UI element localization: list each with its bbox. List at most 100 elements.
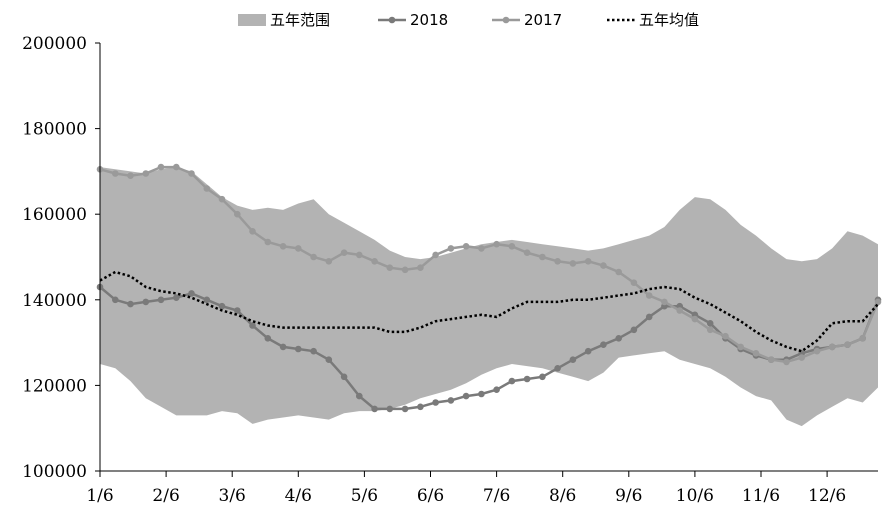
series-2018-point [386,405,394,413]
plot-area [96,163,882,427]
axes: 100000 120000 140000 160000 180000 200000 1/6 2… [22,34,878,506]
series-2017-point [127,172,134,179]
x-tick-label: 4/6 [285,486,312,506]
y-tick-label: 100000 [22,462,87,482]
series-2018-point [600,341,607,349]
series-2018-point [203,296,211,304]
series-2018-line [99,286,880,411]
series-2018-point [539,373,546,381]
series-2017-point [798,354,805,361]
series-2017-point [859,335,866,342]
series-2017-point [432,251,439,259]
series-2017-point [645,292,653,299]
series-2017-point [142,170,150,177]
series-2017-point [173,163,180,171]
series-2017-point [264,238,272,246]
series-2018-point [325,356,333,364]
legend-label: 2017 [524,11,562,29]
y-tick-label: 140000 [22,291,87,311]
series-2017-point [554,258,561,265]
series-2017-point [722,332,729,340]
x-tick-label: 10/6 [676,486,714,506]
x-tick-label: 5/6 [351,486,378,506]
series-2018-point [142,298,150,306]
series-2017-point [478,245,485,252]
legend-swatch-2018-point [388,16,396,24]
series-2017-point [401,266,409,274]
series-2017-point [783,358,790,366]
series-2017-point [844,341,851,349]
legend: 五年范围 2018 2017 五年均值 [238,11,699,29]
series-2018-point [340,373,348,381]
series-2018-point [706,320,714,327]
series-2017-point [157,163,165,171]
series-2017-point [234,210,241,218]
legend-label: 2018 [410,11,448,29]
series-2018-point [462,392,470,400]
series-2017-point [752,350,760,357]
series-2017-point [462,243,470,250]
series-2018-point [493,386,500,394]
series-2017-point [295,245,302,252]
legend-label: 五年均值 [639,11,699,29]
x-tick-label: 3/6 [219,486,246,506]
series-2017-point [661,298,668,306]
series-2017-line [99,165,880,364]
series-2017-point [356,251,363,259]
series-2018-point [432,399,439,406]
series-2017-point [218,195,226,203]
series-2018-point [218,302,226,310]
series-2018-point [401,405,409,413]
series-2018-point [371,405,378,413]
series-2017-point [767,356,775,364]
series-2018-point [249,322,256,329]
series-2018-point [478,390,485,398]
series-2017-point [600,262,607,269]
series-2017-point [813,347,821,355]
series-2017-point [508,243,516,250]
series-2017-point [417,264,424,272]
series-2017-point [584,258,592,265]
x-tick-label: 9/6 [615,486,642,506]
series-2017-point [112,170,119,177]
series-2018-point [127,300,134,308]
legend-label: 五年范围 [270,11,330,29]
series-2018-point [523,375,531,383]
x-tick-label: 6/6 [417,486,444,506]
series-2018-point [157,296,165,304]
series-2017-point [615,268,622,276]
series-2018-point [264,335,272,342]
series-2018-point [630,326,638,334]
x-tick-label: 11/6 [742,486,780,506]
series-2017-point [188,170,195,177]
series-2017-point [691,315,699,323]
series-2018-point [569,356,577,364]
x-tick-label: 1/6 [86,486,113,506]
x-tick-label: 7/6 [483,486,510,506]
series-2018-point [112,296,119,304]
series-2017-point [447,245,455,252]
series-2018-point [188,290,195,297]
series-2017-point [523,249,531,256]
series-2017-point [737,343,744,351]
series-2018-point [310,347,317,355]
series-2018-point [615,335,622,342]
series-2017-point [249,228,256,235]
series-2018-point [234,307,241,314]
series-2018-point [645,313,653,321]
x-tick-label: 2/6 [152,486,179,506]
y-tick-label: 180000 [22,120,87,140]
series-2018-point [508,377,516,385]
series-2017-point [386,264,394,272]
series-2017-point [569,260,577,267]
series-2017-point [828,343,836,351]
series-2017-point [340,249,348,256]
series-五年均值-line [99,270,879,353]
series-2017-point [539,253,546,261]
x-tick-label: 8/6 [549,486,576,506]
series-2017-point [493,240,500,248]
series-2017-point [630,279,638,287]
x-tick-label: 12/6 [808,486,846,506]
y-tick-label: 120000 [22,376,87,396]
